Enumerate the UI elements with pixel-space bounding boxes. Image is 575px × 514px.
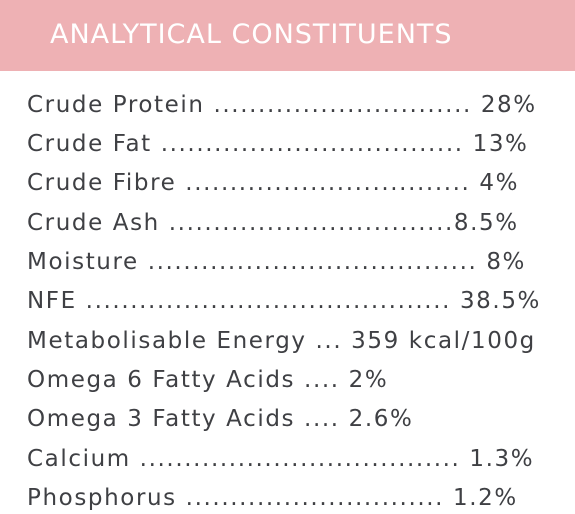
row-crude-fat: Crude Fat ..............................…	[27, 131, 529, 157]
section-title: ANALYTICAL CONSTITUENTS	[50, 19, 453, 50]
row-moisture: Moisture ...............................…	[27, 249, 527, 275]
section-header: ANALYTICAL CONSTITUENTS	[0, 0, 575, 71]
row-nfe: NFE ....................................…	[27, 288, 542, 314]
row-omega-3: Omega 3 Fatty Acids .... 2.6%	[27, 406, 414, 432]
row-energy: Metabolisable Energy ... 359 kcal/100g	[27, 328, 536, 354]
row-omega-6: Omega 6 Fatty Acids .... 2%	[27, 367, 389, 393]
row-crude-fibre: Crude Fibre ............................…	[27, 170, 520, 196]
row-phosphorus: Phosphorus .............................…	[27, 485, 518, 511]
row-calcium: Calcium ................................…	[27, 446, 535, 472]
row-crude-protein: Crude Protein ..........................…	[27, 92, 537, 118]
row-crude-ash: Crude Ash ..............................…	[27, 210, 519, 236]
